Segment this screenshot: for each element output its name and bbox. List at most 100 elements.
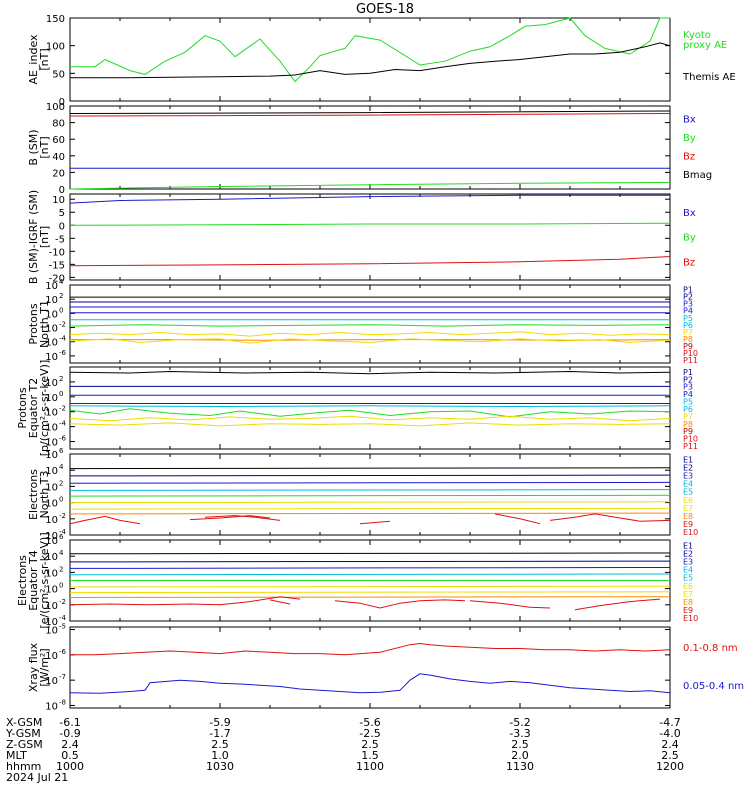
legend-entry: P1 [683, 286, 693, 295]
legend-entry: Bz [683, 151, 695, 162]
y-tick-label: 10 [45, 499, 58, 510]
legend-entry: P3 [683, 300, 693, 309]
legend-entry: P8 [683, 420, 693, 429]
panel-frame [69, 193, 671, 281]
y-tick-exponent: -4 [59, 420, 67, 428]
series-line-p6 [69, 324, 671, 327]
y-tick-exponent: -6 [59, 435, 67, 443]
y-tick-exponent: -6 [59, 648, 67, 656]
y-axis-label: [nT] [38, 48, 51, 70]
y-tick-label: 10 [45, 482, 58, 493]
series-line-0-05-0-4-nm [69, 673, 671, 694]
legend-entry: 0.05-0.4 nm [683, 681, 744, 692]
y-tick-exponent: 0 [59, 582, 63, 590]
y-tick-label: 0 [59, 221, 65, 232]
series-line-e8 [69, 596, 671, 598]
footer-value-z: 2.5 [511, 738, 529, 751]
y-tick-label: 10 [45, 338, 58, 349]
legend-entry: E8 [683, 598, 693, 607]
y-tick-label: 10 [45, 466, 58, 477]
legend-entry: P2 [683, 375, 693, 384]
y-axis-label: Protons [16, 387, 29, 428]
y-tick-label: 10 [45, 617, 58, 628]
legend-entry: E1 [683, 455, 693, 464]
y-axis-label: [p/(cm²-s-sr-keV)] [38, 360, 51, 457]
legend-entry: Kyoto [683, 30, 711, 41]
series-line-e8 [69, 512, 671, 515]
legend-entry: E4 [683, 566, 693, 575]
y-tick-label: 5 [59, 208, 65, 219]
legend-entry: P5 [683, 398, 693, 407]
legend-entry: E9 [683, 520, 693, 529]
series-line-e9d [334, 599, 466, 609]
legend-entry: Themis AE [682, 72, 736, 83]
y-axis-label: North T1 [38, 300, 51, 348]
y-tick-label: 10 [45, 676, 58, 687]
footer-value-mlt: 2.5 [661, 749, 679, 762]
y-tick-exponent: -6 [59, 349, 67, 357]
series-line-p9 [69, 338, 671, 344]
y-tick-label: 10 [45, 408, 58, 419]
series-line-by [69, 181, 671, 190]
series-line-e7 [69, 507, 671, 510]
legend-entry: Bx [683, 208, 696, 219]
y-tick-exponent: 6 [59, 533, 64, 541]
series-line-e9b [189, 515, 271, 521]
y-tick-exponent: -4 [59, 614, 67, 622]
y-tick-exponent: -5 [59, 623, 66, 631]
footer-label-mlt: MLT [6, 749, 27, 762]
footer-value-hhmm: 1130 [506, 760, 534, 773]
legend-entry: E1 [683, 541, 693, 550]
y-tick-label: 10 [45, 515, 58, 526]
footer-value-hhmm: 1200 [656, 760, 684, 773]
series-line-p1 [69, 370, 671, 375]
footer-value-x: -4.7 [659, 716, 680, 729]
y-axis-label: B (SM) [27, 129, 40, 165]
panel-frame [69, 626, 671, 709]
y-axis-label: [e/(cm²-s-sr-keV)] [38, 532, 51, 628]
y-tick-exponent: 2 [59, 479, 63, 487]
y-tick-exponent: -2 [59, 598, 66, 606]
series-line-e9e [469, 600, 551, 609]
series-line-e9d [359, 520, 391, 525]
footer-value-mlt: 1.0 [211, 749, 229, 762]
legend-entry: P9 [683, 427, 693, 436]
y-tick-label: -10 [49, 247, 65, 258]
footer-label-y-gsm: Y-GSM [5, 727, 41, 740]
series-line-e9f [574, 598, 661, 611]
series-line-e1 [69, 467, 671, 470]
legend-entry: P11 [683, 442, 698, 451]
y-tick-exponent: 2 [59, 292, 63, 300]
y-tick-exponent: 2 [59, 375, 63, 383]
y-tick-label: 10 [45, 309, 58, 320]
legend-entry: proxy AE [683, 40, 727, 51]
y-tick-label: 100 [46, 102, 65, 113]
y-axis-label: [W/m²] [38, 648, 51, 686]
chart-title: GOES-18 [356, 2, 414, 17]
y-tick-label: 10 [45, 701, 58, 712]
series-line-e9e [494, 513, 541, 525]
series-line-p9 [69, 422, 671, 427]
series-line-e9b [219, 596, 301, 606]
y-tick-label: 10 [45, 352, 58, 363]
legend-entry: P10 [683, 349, 698, 358]
y-tick-exponent: 0 [59, 496, 63, 504]
legend-entry: E5 [683, 488, 693, 497]
series-line-bmag [69, 110, 671, 114]
legend-entry: P10 [683, 435, 698, 444]
y-tick-label: 10 [45, 324, 58, 335]
y-tick-label: 10 [45, 281, 58, 292]
legend-entry: By [683, 233, 696, 244]
series-line-bz [69, 113, 671, 117]
legend-entry: P6 [683, 321, 693, 330]
y-tick-exponent: -7 [59, 673, 66, 681]
series-line-e9a [69, 603, 221, 606]
footer-value-mlt: 2.0 [511, 749, 529, 762]
footer-value-z: 2.5 [211, 738, 229, 751]
y-axis-label: Xray flux [27, 642, 40, 692]
y-tick-exponent: -8 [59, 698, 66, 706]
y-axis-label: Electrons [27, 469, 40, 520]
series-line-e2 [69, 560, 671, 563]
